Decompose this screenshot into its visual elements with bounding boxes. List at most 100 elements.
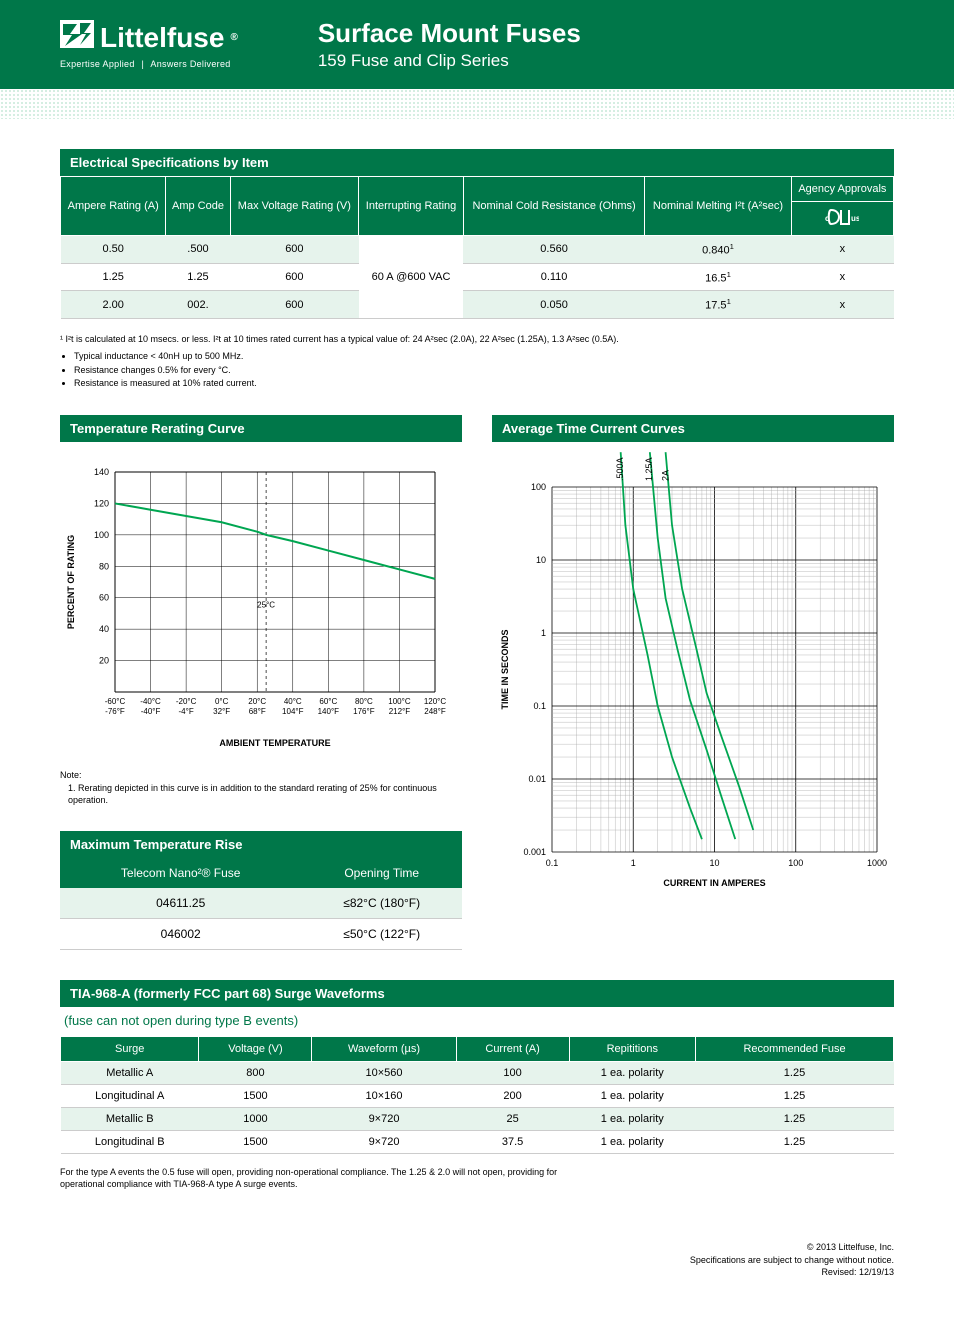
spec-section-title: Electrical Specifications by Item bbox=[60, 149, 894, 176]
table-row: 2.00002.6000.05017.51x bbox=[61, 291, 894, 319]
svg-text:0.001: 0.001 bbox=[523, 847, 546, 857]
svg-text:0.01: 0.01 bbox=[528, 774, 546, 784]
svg-text:1000: 1000 bbox=[867, 858, 887, 868]
surge-note: For the type A events the 0.5 fuse will … bbox=[60, 1166, 560, 1191]
page-header: Littelfuse® Expertise Applied | Answers … bbox=[0, 0, 954, 89]
cell: Metallic A bbox=[61, 1061, 199, 1084]
footer-l3: Revised: 12/19/13 bbox=[60, 1266, 894, 1279]
logo-icon bbox=[60, 20, 94, 55]
cell: 0.8401 bbox=[645, 236, 792, 264]
cell: ≤82°C (180°F) bbox=[301, 888, 462, 919]
svg-text:1: 1 bbox=[631, 858, 636, 868]
cell: 0.50 bbox=[61, 236, 166, 264]
cell: 002. bbox=[166, 291, 230, 319]
cell: x bbox=[791, 291, 893, 319]
surge-subtitle: (fuse can not open during type B events) bbox=[60, 1007, 894, 1036]
cell: 1 ea. polarity bbox=[569, 1107, 695, 1130]
svg-text:60: 60 bbox=[99, 593, 109, 603]
svg-text:CURRENT IN AMPERES: CURRENT IN AMPERES bbox=[663, 878, 765, 888]
tcc-chart: 0.111010010000.0010.010.1110100.500A1.25… bbox=[492, 442, 894, 897]
cell: x bbox=[791, 236, 893, 264]
cell: 10×560 bbox=[312, 1061, 456, 1084]
page-footer: © 2013 Littelfuse, Inc. Specifications a… bbox=[60, 1241, 894, 1279]
maxtemp-title: Maximum Temperature Rise bbox=[60, 831, 462, 858]
cell: 600 bbox=[230, 291, 359, 319]
cell: 25 bbox=[456, 1107, 569, 1130]
svg-text:TIME IN SECONDS: TIME IN SECONDS bbox=[500, 629, 510, 709]
svg-text:40: 40 bbox=[99, 624, 109, 634]
svg-text:80°C: 80°C bbox=[355, 697, 373, 706]
footer-l1: © 2013 Littelfuse, Inc. bbox=[60, 1241, 894, 1254]
note-b2: Resistance changes 0.5% for every °C. bbox=[74, 364, 894, 378]
maxtemp-h1: Opening Time bbox=[301, 858, 462, 888]
tagline-left: Expertise Applied bbox=[60, 59, 135, 69]
rerating-title: Temperature Rerating Curve bbox=[60, 415, 462, 442]
cell: 1 ea. polarity bbox=[569, 1061, 695, 1084]
svg-text:176°F: 176°F bbox=[353, 707, 375, 716]
table-row: Metallic B10009×720251 ea. polarity1.25 bbox=[61, 1107, 894, 1130]
surge-table: SurgeVoltage (V)Waveform (µs)Current (A)… bbox=[60, 1036, 894, 1154]
svg-text:120: 120 bbox=[94, 498, 109, 508]
decorative-dotgrid bbox=[0, 89, 954, 119]
svg-text:20: 20 bbox=[99, 656, 109, 666]
table-row: 1.251.256000.11016.51x bbox=[61, 263, 894, 291]
maxtemp-h0: Telecom Nano²® Fuse bbox=[60, 858, 301, 888]
cell: 1.25 bbox=[696, 1130, 894, 1153]
table-row: 04611.25≤82°C (180°F) bbox=[60, 888, 462, 919]
svg-text:0°C: 0°C bbox=[215, 697, 229, 706]
rerating-note-title: Note: bbox=[60, 769, 462, 782]
table-row: 046002≤50°C (122°F) bbox=[60, 918, 462, 949]
page-title: Surface Mount Fuses bbox=[318, 18, 581, 49]
cell: 0.050 bbox=[463, 291, 644, 319]
svg-text:140: 140 bbox=[94, 467, 109, 477]
svg-text:AMBIENT TEMPERATURE: AMBIENT TEMPERATURE bbox=[219, 738, 330, 748]
table-row: 0.50.50060060 A @600 VAC0.5600.8401x bbox=[61, 236, 894, 264]
cell: 0.560 bbox=[463, 236, 644, 264]
svg-text:248°F: 248°F bbox=[424, 707, 446, 716]
footer-l2: Specifications are subject to change wit… bbox=[60, 1254, 894, 1267]
cell: 9×720 bbox=[312, 1107, 456, 1130]
cell: 600 bbox=[230, 263, 359, 291]
svg-text:100: 100 bbox=[788, 858, 803, 868]
svg-text:60°C: 60°C bbox=[319, 697, 337, 706]
cell: 37.5 bbox=[456, 1130, 569, 1153]
svg-text:212°F: 212°F bbox=[389, 707, 411, 716]
cell: 1 ea. polarity bbox=[569, 1130, 695, 1153]
col-code: Amp Code bbox=[166, 177, 230, 236]
svg-text:-40°C: -40°C bbox=[140, 697, 161, 706]
svg-text:-20°C: -20°C bbox=[176, 697, 197, 706]
col-header: Current (A) bbox=[456, 1036, 569, 1061]
col-amp: Ampere Rating (A) bbox=[61, 177, 166, 236]
svg-text:-40°F: -40°F bbox=[141, 707, 161, 716]
cell: 800 bbox=[199, 1061, 312, 1084]
cell: 1.25 bbox=[696, 1061, 894, 1084]
svg-text:100: 100 bbox=[94, 530, 109, 540]
rerating-chart: 2040608010012014025°C-60°C-76°F-40°C-40°… bbox=[60, 442, 462, 757]
cell: 17.51 bbox=[645, 291, 792, 319]
col-header: Repititions bbox=[569, 1036, 695, 1061]
svg-text:40°C: 40°C bbox=[284, 697, 302, 706]
cell: ≤50°C (122°F) bbox=[301, 918, 462, 949]
cell: .500 bbox=[166, 236, 230, 264]
svg-text:0.1: 0.1 bbox=[546, 858, 559, 868]
page-subtitle: 159 Fuse and Clip Series bbox=[318, 51, 581, 71]
cell: 1500 bbox=[199, 1130, 312, 1153]
table-row: Longitudinal B15009×72037.51 ea. polarit… bbox=[61, 1130, 894, 1153]
table-row: Metallic A80010×5601001 ea. polarity1.25 bbox=[61, 1061, 894, 1084]
svg-text:.500A: .500A bbox=[615, 457, 625, 481]
spec-notes: ¹ I²t is calculated at 10 msecs. or less… bbox=[60, 333, 894, 391]
svg-text:2A: 2A bbox=[660, 470, 670, 481]
csa-icon: cus bbox=[791, 202, 893, 236]
maxtemp-table: Telecom Nano²® Fuse Opening Time 04611.2… bbox=[60, 858, 462, 950]
svg-text:100: 100 bbox=[531, 482, 546, 492]
cell: 1.25 bbox=[696, 1107, 894, 1130]
note-1: ¹ I²t is calculated at 10 msecs. or less… bbox=[60, 333, 894, 347]
svg-text:PERCENT OF RATING: PERCENT OF RATING bbox=[66, 535, 76, 629]
svg-text:32°F: 32°F bbox=[213, 707, 230, 716]
cell: x bbox=[791, 263, 893, 291]
col-agency: Agency Approvals bbox=[791, 177, 893, 202]
svg-text:1.25A: 1.25A bbox=[644, 457, 654, 481]
table-row: Longitudinal A150010×1602001 ea. polarit… bbox=[61, 1084, 894, 1107]
svg-text:-60°C: -60°C bbox=[105, 697, 126, 706]
tagline-separator: | bbox=[137, 59, 148, 69]
